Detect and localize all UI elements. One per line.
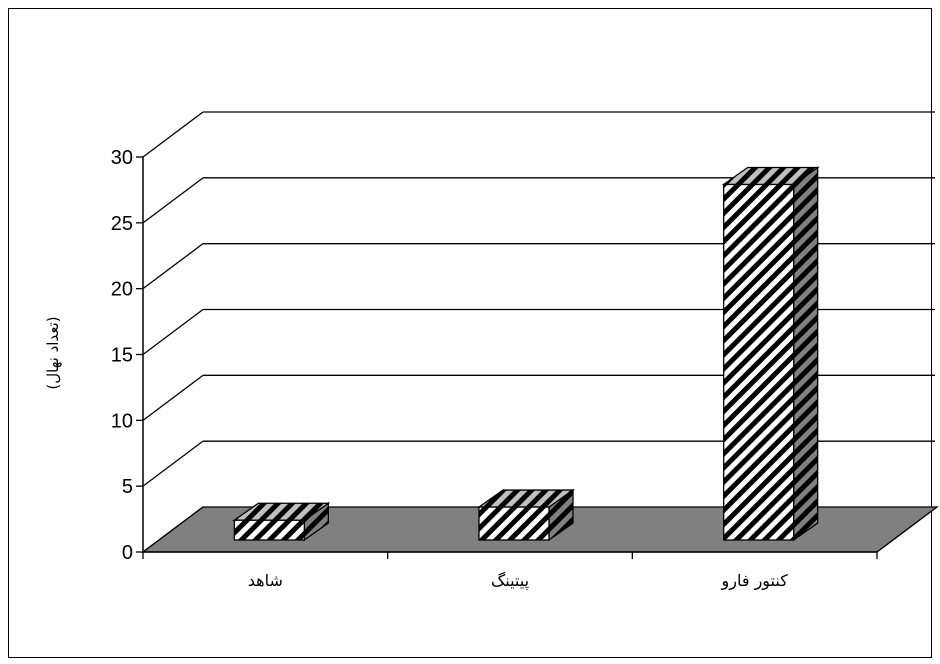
axis-layer [136, 156, 878, 559]
y-tick-label: 25 [111, 213, 133, 235]
y-tick-label: 15 [111, 345, 133, 367]
y-tick-label: 0 [122, 542, 133, 564]
bar-side-face [793, 166, 819, 542]
bar-front-face [478, 506, 550, 541]
labels-layer: 0 5 10 15 20 25 30 شاهد پیتینگ کنتور فارو [111, 147, 788, 591]
bar-1 [232, 501, 331, 542]
gridline-diagonal [142, 177, 204, 224]
gridline-diagonal [142, 308, 204, 356]
gridline-diagonal [142, 243, 204, 290]
gridline-diagonal [142, 440, 204, 487]
y-tick-label: 10 [111, 410, 133, 432]
gridline-diagonal [142, 374, 204, 421]
category-label: شاهد [248, 571, 283, 590]
y-tick-label: 30 [111, 147, 133, 169]
y-axis-label: (تعداد نهال) [44, 316, 62, 389]
category-label: کنتور فارو [721, 571, 789, 591]
bar-3 [721, 166, 820, 542]
bar-2 [476, 488, 576, 542]
gridline-diagonal [142, 111, 204, 158]
category-label: پیتینگ [491, 571, 529, 591]
bar-front-face [723, 183, 795, 541]
bars-layer [232, 166, 820, 542]
y-tick-label: 5 [122, 476, 133, 498]
y-tick-label: 20 [111, 279, 133, 301]
bar-front-face [233, 519, 305, 541]
